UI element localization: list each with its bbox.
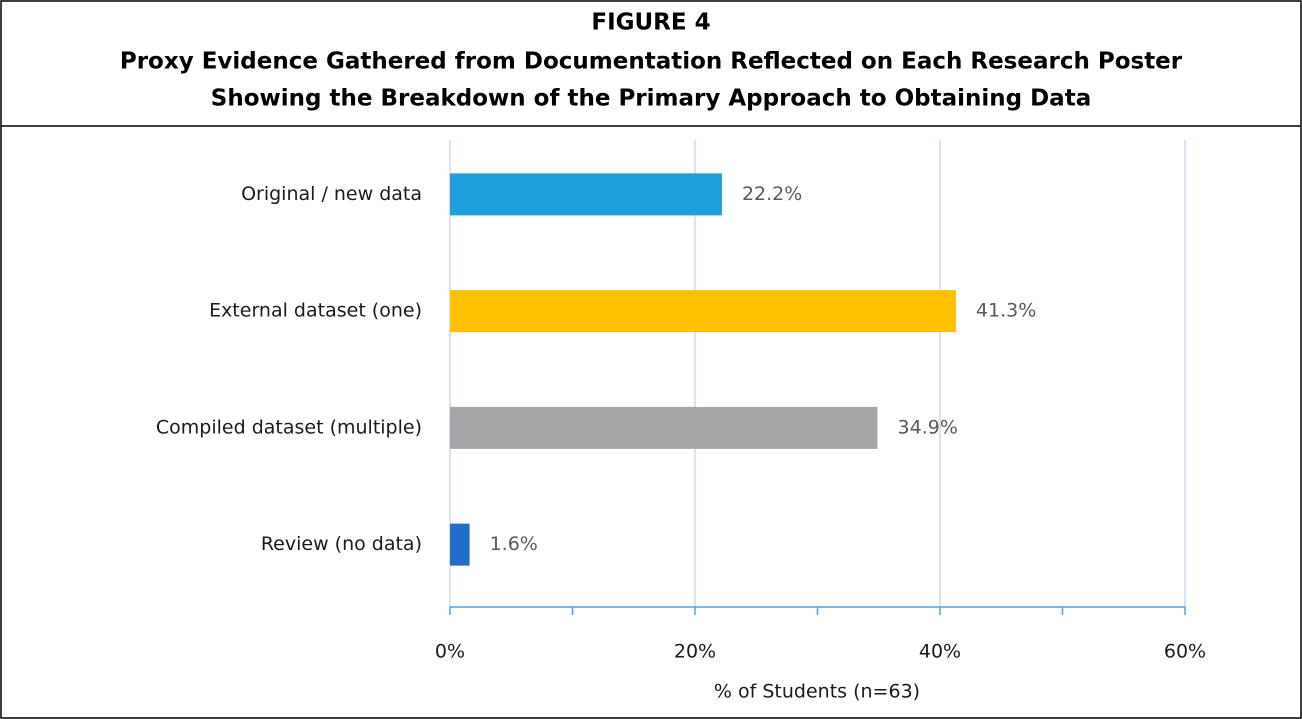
bar (450, 406, 878, 449)
value-label: 22.2% (742, 183, 802, 205)
value-label: 41.3% (976, 300, 1036, 322)
y-tick-label: Compiled dataset (multiple) (156, 416, 422, 438)
value-label: 34.9% (898, 416, 958, 438)
chart-title: Proxy Evidence Gathered from Documentati… (120, 49, 1183, 75)
x-tick-label: 40% (919, 641, 961, 663)
bar (450, 523, 470, 566)
value-label: 1.6% (490, 533, 538, 555)
chart-title: Showing the Breakdown of the Primary App… (211, 86, 1091, 112)
x-tick-label: 20% (674, 641, 716, 663)
bar (450, 173, 722, 216)
y-tick-label: External dataset (one) (209, 300, 422, 322)
figure-label: FIGURE 4 (591, 10, 710, 36)
bar (450, 290, 956, 333)
x-tick-label: 0% (435, 641, 465, 663)
y-tick-label: Review (no data) (261, 533, 422, 555)
x-axis-title: % of Students (n=63) (714, 681, 920, 703)
x-tick-label: 60% (1164, 641, 1206, 663)
y-tick-label: Original / new data (241, 183, 422, 205)
